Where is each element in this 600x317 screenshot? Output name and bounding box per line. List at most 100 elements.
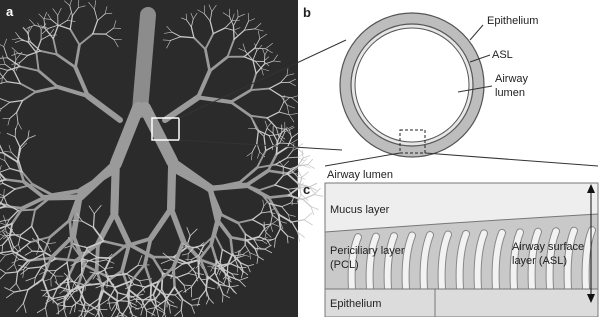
branch <box>218 268 223 276</box>
branch <box>213 259 218 274</box>
branch <box>265 224 271 232</box>
branch <box>99 298 109 306</box>
branch <box>249 114 260 132</box>
branch <box>52 8 59 16</box>
branch <box>11 52 19 56</box>
branch <box>291 167 299 173</box>
branch <box>40 25 49 29</box>
branch <box>35 39 42 54</box>
branch <box>133 283 147 288</box>
branch <box>176 276 185 286</box>
branch <box>233 27 241 31</box>
branch <box>181 253 189 256</box>
branch <box>163 31 173 34</box>
branch <box>19 65 40 72</box>
branch <box>68 218 74 247</box>
branch <box>160 259 172 264</box>
branch <box>308 186 316 194</box>
branch <box>174 309 182 317</box>
branch <box>229 236 234 256</box>
branch <box>2 188 16 198</box>
branch <box>208 297 214 304</box>
branch <box>0 233 5 237</box>
branch <box>257 246 263 250</box>
branch <box>5 271 19 274</box>
branch <box>231 13 235 22</box>
branch <box>0 228 6 233</box>
branch <box>278 134 286 140</box>
branch <box>190 275 200 288</box>
branch <box>264 48 269 56</box>
branch <box>302 193 315 200</box>
branch <box>0 57 8 59</box>
branch <box>84 301 98 311</box>
branch <box>174 290 183 296</box>
branch <box>230 286 237 295</box>
branch <box>251 151 253 161</box>
branch <box>66 243 73 264</box>
cilium <box>492 229 505 292</box>
branch <box>222 293 224 303</box>
branch <box>268 87 282 97</box>
leader-line <box>469 54 491 63</box>
branch <box>249 114 269 119</box>
branch <box>279 221 284 230</box>
branch <box>20 225 33 236</box>
branch <box>6 81 21 85</box>
branch <box>213 260 221 267</box>
branch <box>47 24 59 29</box>
branch <box>193 244 205 249</box>
branch <box>278 130 285 135</box>
branch <box>253 239 259 247</box>
branch <box>81 272 87 283</box>
branch <box>121 304 130 316</box>
branch <box>14 234 32 243</box>
branch <box>190 26 195 39</box>
branch <box>239 262 249 267</box>
branch <box>219 248 223 262</box>
branch <box>105 253 113 261</box>
branch <box>97 289 105 307</box>
branch <box>94 0 96 10</box>
branch <box>52 295 67 300</box>
branch <box>172 167 214 193</box>
branch <box>4 228 8 236</box>
branch <box>102 269 124 285</box>
cilium <box>366 233 379 292</box>
branch <box>154 299 166 309</box>
label: Airway <box>495 73 529 85</box>
branch <box>55 53 77 69</box>
branch <box>0 272 7 280</box>
branch <box>0 108 2 112</box>
branch <box>261 240 268 245</box>
branch <box>0 201 7 208</box>
branch <box>24 250 33 256</box>
cilium <box>384 233 397 292</box>
branch <box>254 43 257 52</box>
branch <box>0 183 4 185</box>
branch <box>193 12 198 20</box>
zoom-line <box>178 139 343 151</box>
branch <box>23 260 31 270</box>
branch <box>22 268 25 278</box>
branch <box>44 295 50 309</box>
branch <box>17 234 22 245</box>
branch <box>50 19 59 26</box>
branch <box>47 13 52 20</box>
branch <box>81 258 96 263</box>
branch <box>313 194 324 197</box>
branch <box>280 95 292 99</box>
branch <box>273 54 278 62</box>
branch <box>256 256 259 264</box>
branch <box>244 244 251 254</box>
branch <box>38 13 45 20</box>
branch <box>135 294 138 303</box>
branch <box>281 202 291 208</box>
branch <box>301 158 308 166</box>
branch <box>75 284 78 293</box>
branch <box>229 236 249 242</box>
branch <box>96 278 105 286</box>
branch <box>69 0 72 6</box>
branch <box>283 94 285 103</box>
branch <box>88 297 100 306</box>
